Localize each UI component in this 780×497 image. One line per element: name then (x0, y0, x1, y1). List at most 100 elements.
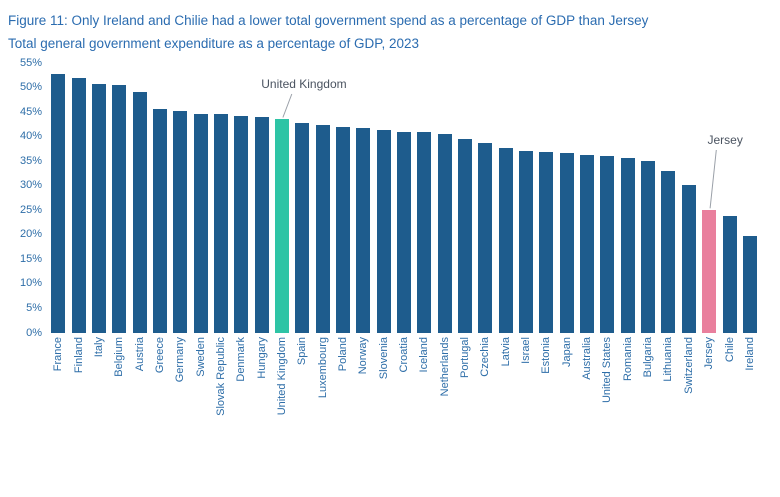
x-tick-slot: Austria (129, 337, 149, 455)
x-tick-slot: Latvia (496, 337, 516, 455)
bar-hungary (254, 116, 269, 333)
x-tick-label: Netherlands (438, 336, 451, 396)
bar-greece (152, 108, 167, 333)
x-tick-label: Austria (133, 336, 146, 371)
x-tick-slot: United States (597, 337, 617, 455)
x-tick-label: Spain (296, 336, 309, 365)
y-tick-label: 55% (19, 56, 42, 69)
y-tick-label: 25% (19, 203, 42, 216)
x-tick-label: United Kingdom (275, 336, 288, 415)
bar-ireland (742, 236, 757, 333)
x-tick-slot: Hungary (251, 337, 271, 455)
bar-slot (536, 63, 556, 333)
figure-title: Figure 11: Only Ireland and Chilie had a… (8, 13, 649, 28)
x-tick-slot: Estonia (536, 337, 556, 455)
y-tick-label: 30% (19, 179, 42, 192)
x-tick-label: Portugal (459, 336, 472, 378)
y-tick-label: 15% (19, 252, 42, 265)
x-tick-label: Luxembourg (316, 336, 329, 398)
bar-slot (496, 63, 516, 333)
bar-slot (394, 63, 414, 333)
bar-jersey (702, 209, 717, 333)
bar-slot (48, 63, 68, 333)
bar-slot (699, 63, 719, 333)
x-axis-labels: France Finland Italy Belgium Austria Greece Ge… (48, 337, 760, 455)
x-tick-label: Czechia (479, 336, 492, 377)
bar-slot (190, 63, 210, 333)
bar-poland (335, 127, 350, 333)
x-tick-label: Chile (723, 336, 736, 362)
x-tick-slot: Portugal (455, 337, 475, 455)
x-tick-label: Finland (72, 336, 85, 373)
x-tick-slot: Norway (353, 337, 373, 455)
bar-slot (638, 63, 658, 333)
x-tick-slot: Jersey (699, 337, 719, 455)
bar-germany (173, 110, 188, 333)
bar-slot (740, 63, 760, 333)
y-tick-label: 0% (26, 326, 42, 339)
bar-slot (353, 63, 373, 333)
x-tick-label: Poland (336, 336, 349, 371)
bar-slot (475, 63, 495, 333)
x-tick-label: Slovenia (377, 336, 390, 379)
x-tick-slot: Netherlands (435, 337, 455, 455)
x-tick-slot: Iceland (414, 337, 434, 455)
bar-iceland (417, 132, 432, 333)
bar-france (51, 73, 66, 333)
bar-slot (658, 63, 678, 333)
x-tick-label: Lithuania (662, 336, 675, 382)
bar-slot (455, 63, 475, 333)
bar-estonia (539, 152, 554, 333)
x-tick-slot: Slovenia (374, 337, 394, 455)
x-tick-slot: Romania (618, 337, 638, 455)
x-tick-label: Iceland (418, 336, 431, 372)
x-tick-label: United States (601, 336, 614, 403)
x-tick-slot: Czechia (475, 337, 495, 455)
bar-spain (295, 123, 310, 333)
bar-luxembourg (315, 125, 330, 333)
x-tick-slot: Japan (557, 337, 577, 455)
x-tick-slot: Sweden (190, 337, 210, 455)
y-tick-label: 50% (19, 81, 42, 94)
plot-column: United Kingdom Jersey France Finland Italy B… (48, 63, 770, 455)
bar-slot (292, 63, 312, 333)
bar-switzerland (681, 185, 696, 333)
bar-sweden (193, 113, 208, 333)
x-tick-label: Bulgaria (642, 336, 655, 377)
bar-slovak-republic (213, 114, 228, 333)
bar-finland (71, 78, 86, 333)
x-tick-slot: Finland (68, 337, 88, 455)
bar-slot (68, 63, 88, 333)
bar-latvia (498, 148, 513, 333)
x-tick-label: Sweden (194, 336, 207, 377)
x-tick-label: Estonia (540, 336, 553, 374)
x-tick-slot: Israel (516, 337, 536, 455)
bar-chart: 0% 5% 10% 15% 20% 25% 30% 35% 40% 45% 50% 55% Unite… (8, 57, 770, 455)
bar-united-kingdom (274, 119, 289, 333)
bar-slot (312, 63, 332, 333)
x-tick-slot: France (48, 337, 68, 455)
bar-japan (559, 152, 574, 333)
x-tick-label: Greece (153, 336, 166, 373)
x-tick-slot: Croatia (394, 337, 414, 455)
bars (48, 63, 760, 333)
x-tick-slot: Ireland (740, 337, 760, 455)
annotation-label-united-kingdom: United Kingdom (261, 76, 347, 91)
x-tick-slot: Chile (719, 337, 739, 455)
x-tick-slot: Luxembourg (312, 337, 332, 455)
figure-subtitle: Total general government expenditure as … (8, 35, 420, 51)
y-tick-label: 20% (19, 228, 42, 241)
y-tick-label: 5% (26, 301, 42, 314)
bar-united-states (600, 155, 615, 333)
x-tick-label: Switzerland (682, 336, 695, 394)
x-tick-label: Japan (560, 336, 573, 367)
x-tick-slot: Italy (89, 337, 109, 455)
bar-slot (557, 63, 577, 333)
bar-portugal (458, 138, 473, 333)
bar-australia (580, 154, 595, 333)
bar-slot (150, 63, 170, 333)
x-tick-label: Ireland (743, 336, 756, 371)
bar-slot (577, 63, 597, 333)
x-tick-slot: Slovak Republic (211, 337, 231, 455)
y-tick-label: 45% (19, 105, 42, 118)
